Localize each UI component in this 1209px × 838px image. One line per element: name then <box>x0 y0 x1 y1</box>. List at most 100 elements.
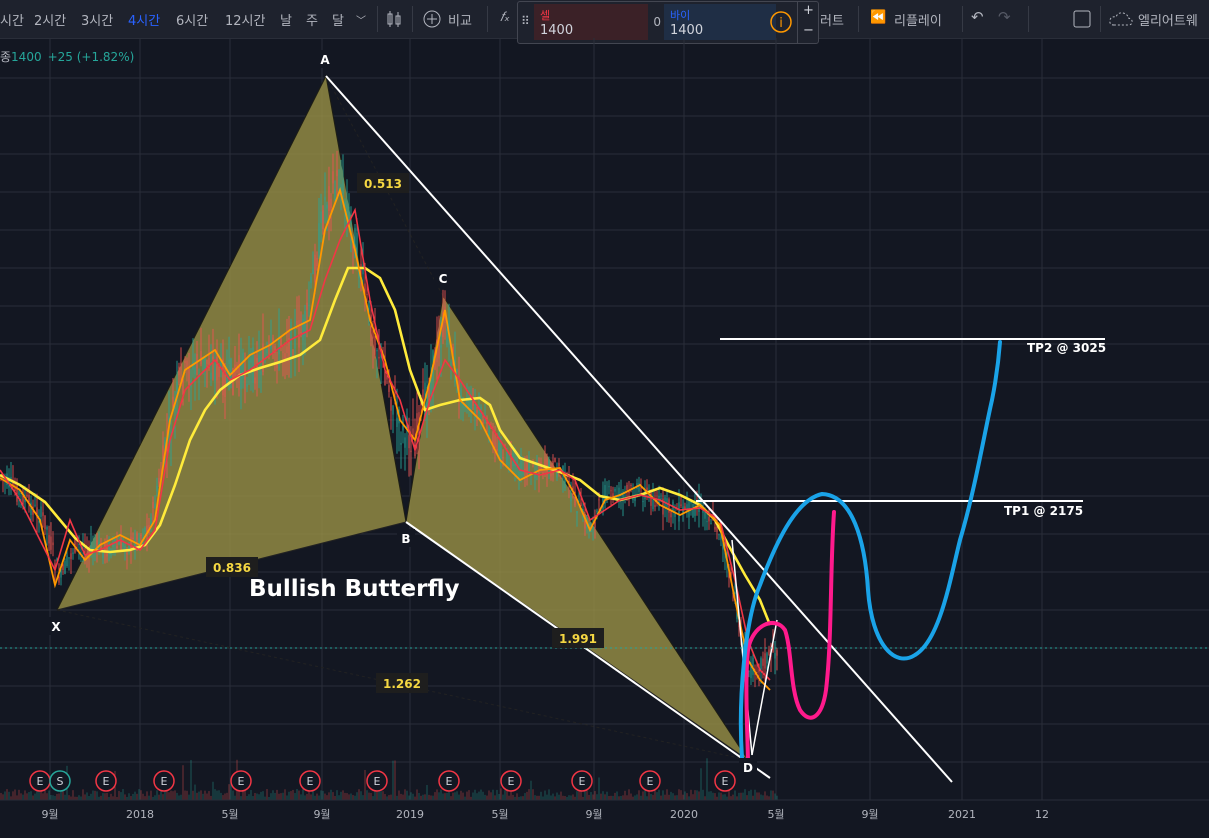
candle-body <box>626 484 628 491</box>
lower-trend-line[interactable] <box>405 521 771 779</box>
candle-body <box>628 489 630 494</box>
replay-button[interactable]: 리플레이 <box>894 14 942 29</box>
candle-body <box>250 357 252 363</box>
event-marker[interactable]: E <box>95 770 117 792</box>
volume-bar <box>370 793 372 800</box>
volume-bar <box>612 795 614 800</box>
bcd-triangle[interactable] <box>406 296 748 760</box>
volume-bar <box>350 793 352 800</box>
event-marker[interactable]: E <box>153 770 175 792</box>
indicators-icon[interactable]: 𝑓ₓ <box>500 10 510 25</box>
candle-body <box>346 204 348 225</box>
interval-3h[interactable]: 3시간 <box>81 14 114 29</box>
sell-button[interactable]: 셀 1400 <box>534 4 648 40</box>
event-marker[interactable]: E <box>639 770 661 792</box>
interval-12h[interactable]: 12시간 <box>225 14 266 29</box>
ratio-ab-label: 0.513 <box>364 177 402 191</box>
volume-bar <box>446 793 448 800</box>
increase-button[interactable]: + <box>803 3 814 18</box>
info-icon[interactable]: i <box>769 10 793 34</box>
candle-body <box>40 506 42 518</box>
blue-projection-path[interactable] <box>738 340 1002 760</box>
volume-bar <box>366 790 368 800</box>
candle-body <box>220 359 222 371</box>
candle-body <box>492 431 494 445</box>
volume-bar <box>186 790 188 800</box>
candle-body <box>184 360 186 364</box>
volume-bar <box>360 791 362 800</box>
volume-bar <box>312 789 314 800</box>
event-marker[interactable]: E <box>714 770 736 792</box>
downtrend-line[interactable] <box>325 75 953 783</box>
candle-body <box>20 493 22 495</box>
interval-4h[interactable]: 4시간 <box>128 14 161 29</box>
interval-week[interactable]: 주 <box>306 14 318 29</box>
event-marker[interactable]: E <box>29 770 51 792</box>
candle-body <box>300 331 302 335</box>
volume-bar <box>358 789 360 800</box>
interval-2h[interactable]: 2시간 <box>34 14 67 29</box>
fullscreen-icon[interactable] <box>1073 10 1091 28</box>
candle-body <box>544 459 546 471</box>
xab-triangle[interactable] <box>57 76 406 610</box>
buy-button[interactable]: 바이 1400 <box>664 4 776 40</box>
candle-body <box>320 211 322 223</box>
candle-body <box>102 548 104 558</box>
candle-body <box>28 494 30 503</box>
volume-bar <box>120 792 122 800</box>
event-marker[interactable]: E <box>571 770 593 792</box>
volume-bar <box>100 795 102 800</box>
volume-bar <box>608 795 610 800</box>
wedge-right-line[interactable] <box>751 619 778 756</box>
cloud-icon[interactable] <box>1108 10 1134 28</box>
pink-projection-path[interactable] <box>744 510 836 762</box>
candle-body <box>508 462 510 465</box>
volume-bar <box>86 792 88 800</box>
volume-bar <box>408 795 410 800</box>
decrease-button[interactable]: − <box>803 23 814 38</box>
volume-bar <box>442 793 444 800</box>
ma-orange-line <box>0 186 771 691</box>
volume-bar <box>492 789 494 800</box>
chevron-down-icon[interactable]: ﹀ <box>356 16 366 27</box>
event-marker[interactable]: E <box>366 770 388 792</box>
candle-body <box>642 500 644 503</box>
event-marker[interactable]: E <box>500 770 522 792</box>
redo-icon[interactable]: ↷ <box>998 8 1011 26</box>
candle-body <box>294 329 296 349</box>
drag-handle-icon[interactable]: ⠿ <box>521 14 530 28</box>
volume-bar <box>136 793 138 800</box>
event-marker[interactable]: S <box>49 770 71 792</box>
undo-icon[interactable]: ↶ <box>971 8 984 26</box>
volume-bar <box>330 789 332 800</box>
volume-bar <box>62 791 64 800</box>
event-marker[interactable]: E <box>438 770 460 792</box>
candle-body <box>136 533 138 540</box>
volume-bar <box>388 795 390 800</box>
volume-bar <box>444 793 446 800</box>
rewind-icon[interactable]: ⏪ <box>870 10 887 25</box>
interval-month[interactable]: 달 <box>332 14 344 29</box>
volume-bar <box>594 791 596 800</box>
volume-bar <box>708 791 710 800</box>
time-axis[interactable]: 9월 2018 5월 9월 2019 5월 9월 2020 5월 9월 2021 12 <box>41 808 1049 821</box>
add-compare-icon[interactable] <box>422 9 442 29</box>
volume-bar <box>546 794 548 800</box>
volume-bar <box>242 789 244 800</box>
event-marker[interactable]: E <box>230 770 252 792</box>
candle-body <box>684 506 686 510</box>
interval-day[interactable]: 날 <box>280 14 292 29</box>
candle-body <box>482 422 484 425</box>
candlestick-icon[interactable] <box>384 9 404 29</box>
price-chart[interactable]: A C B X D 0.513 0.836 1.991 1.262 Bullis… <box>0 38 1209 838</box>
interval-1h[interactable]: 시간 <box>0 14 24 29</box>
candle-body <box>422 389 424 402</box>
event-marker[interactable]: E <box>299 770 321 792</box>
compare-button[interactable]: 비교 <box>448 14 472 29</box>
candle-body <box>322 210 324 229</box>
interval-6h[interactable]: 6시간 <box>176 14 209 29</box>
sell-label: 셀 <box>540 9 551 22</box>
alert-button[interactable]: 러트 <box>820 14 844 29</box>
candle-body <box>222 358 224 396</box>
candle-body <box>374 335 376 355</box>
